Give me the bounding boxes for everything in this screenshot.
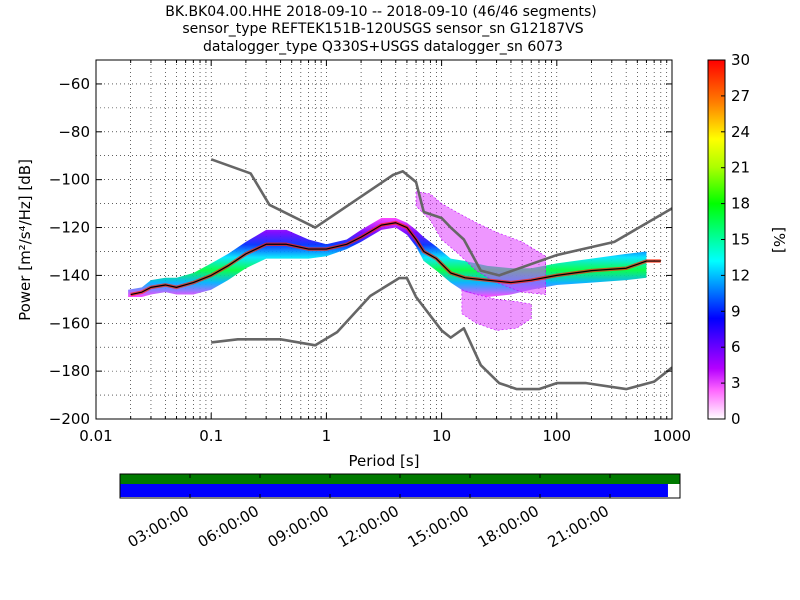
y-tick-label: −140	[49, 266, 90, 284]
y-tick-label: −120	[49, 219, 90, 237]
x-tick-label: 0.1	[199, 427, 223, 445]
y-tick-label: −80	[58, 123, 90, 141]
timeline-used-bar	[120, 484, 668, 497]
x-tick-label: 10	[432, 427, 451, 445]
timeline-coverage: 03:00:00 06:00:00 09:00:00 12:00:00 15:00:00…	[119, 473, 681, 551]
mode-series	[130, 220, 661, 297]
noise-model-nlnm	[211, 276, 672, 391]
chart-title-line-3: datalogger_type Q330S+USGS datalogger_sn…	[203, 39, 563, 55]
timeline-tick-label: 03:00:00	[125, 502, 192, 551]
x-tick-label: 1	[322, 427, 332, 445]
colorbar-tick-label: 27	[731, 87, 750, 105]
timeline-tick-label: 15:00:00	[405, 502, 472, 551]
x-tick-label: 0.01	[79, 427, 112, 445]
colorbar-tick-label: 18	[731, 195, 750, 213]
colorbar-tick-label: 12	[731, 266, 750, 284]
psd-heatmap	[128, 191, 647, 331]
colorbar-ticks: 0 3 6 9 12 15 18 21 24 27 30	[721, 51, 750, 428]
x-tick-label: 1000	[653, 427, 691, 445]
plot-area: 0.01 0.1 1 10 100 1000 −200 −180 −160 −140 −120 −1…	[49, 59, 691, 445]
colorbar-tick-label: 6	[731, 338, 741, 356]
timeline-tick-label: 09:00:00	[265, 502, 332, 551]
timeline-tick-label: 12:00:00	[335, 502, 402, 551]
chart-title-line-1: BK.BK04.00.HHE 2018-09-10 -- 2018-09-10 …	[165, 4, 597, 20]
y-tick-label: −100	[49, 171, 90, 189]
noise-model-nhnm	[210, 158, 672, 277]
colorbar-tick-label: 0	[731, 410, 741, 428]
y-tick-label: −160	[49, 314, 90, 332]
heatmap-band-lower-spray	[461, 289, 532, 331]
timeline-tick-label: 18:00:00	[475, 502, 542, 551]
plot-frame	[95, 59, 673, 420]
colorbar-tick-label: 3	[731, 374, 741, 392]
y-tick-label: −180	[49, 362, 90, 380]
colorbar-tick-label: 30	[731, 51, 750, 69]
x-axis-label: Period [s]	[348, 452, 419, 470]
chart-title-line-2: sensor_type REFTEK151B-120USGS sensor_sn…	[182, 21, 583, 37]
colorbar-tick-label: 15	[731, 231, 750, 249]
timeline-tick-label: 06:00:00	[195, 502, 262, 551]
y-tick-label: −200	[49, 410, 90, 428]
y-tick-label: −60	[58, 75, 90, 93]
plot-background	[96, 60, 672, 419]
colorbar-tick-label: 21	[731, 159, 750, 177]
colorbar: 0 3 6 9 12 15 18 21 24 27 30 [%]	[707, 51, 788, 428]
x-axis-ticks: 0.01 0.1 1 10 100 1000	[79, 60, 691, 445]
timeline-data-bar	[120, 474, 680, 484]
timeline-tick-label: 21:00:00	[545, 502, 612, 551]
colorbar-tick-label: 24	[731, 123, 750, 141]
noise-models	[210, 158, 672, 391]
x-tick-label: 100	[542, 427, 571, 445]
colorbar-tick-label: 9	[731, 302, 741, 320]
heatmap-band-upper-spray	[415, 191, 546, 295]
y-axis-ticks: −200 −180 −160 −140 −120 −100 −80 −60	[49, 75, 672, 428]
colorbar-label: [%]	[770, 227, 788, 253]
series-mode	[130, 222, 661, 296]
y-axis-label: Power [m²/s⁴/Hz] [dB]	[16, 159, 34, 321]
